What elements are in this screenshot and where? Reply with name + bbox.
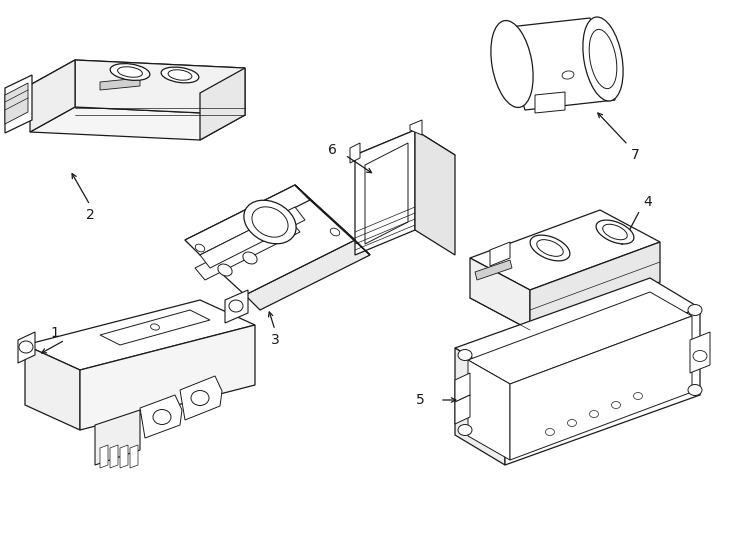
Polygon shape — [95, 410, 140, 465]
Polygon shape — [5, 75, 32, 133]
Ellipse shape — [693, 350, 707, 361]
Polygon shape — [30, 60, 245, 93]
Ellipse shape — [596, 220, 634, 244]
Polygon shape — [500, 18, 615, 110]
Polygon shape — [120, 445, 128, 468]
Text: 4: 4 — [644, 195, 653, 209]
Text: 6: 6 — [327, 143, 336, 157]
Polygon shape — [470, 210, 660, 290]
Ellipse shape — [330, 228, 340, 236]
Text: 5: 5 — [416, 393, 425, 407]
Ellipse shape — [150, 324, 159, 330]
Polygon shape — [5, 83, 28, 124]
Polygon shape — [140, 395, 182, 438]
Ellipse shape — [688, 384, 702, 395]
Polygon shape — [475, 260, 512, 280]
Ellipse shape — [218, 264, 232, 276]
Polygon shape — [18, 332, 35, 363]
Ellipse shape — [491, 21, 533, 107]
Polygon shape — [80, 325, 255, 430]
Polygon shape — [25, 300, 255, 370]
Text: 7: 7 — [631, 148, 639, 162]
Polygon shape — [110, 445, 118, 468]
Ellipse shape — [589, 29, 617, 89]
Polygon shape — [505, 308, 700, 465]
Text: 3: 3 — [271, 333, 280, 347]
Ellipse shape — [611, 402, 620, 408]
Ellipse shape — [688, 305, 702, 315]
Ellipse shape — [562, 71, 574, 79]
Polygon shape — [350, 143, 360, 163]
Polygon shape — [30, 60, 75, 132]
Ellipse shape — [243, 252, 257, 264]
Ellipse shape — [168, 70, 192, 80]
Polygon shape — [30, 107, 245, 140]
Ellipse shape — [458, 349, 472, 361]
Polygon shape — [195, 220, 300, 280]
Ellipse shape — [153, 409, 171, 424]
Polygon shape — [470, 258, 530, 330]
Ellipse shape — [229, 300, 243, 312]
Polygon shape — [455, 373, 470, 402]
Polygon shape — [455, 395, 470, 424]
Polygon shape — [355, 130, 415, 255]
Ellipse shape — [117, 67, 142, 77]
Polygon shape — [415, 130, 455, 255]
Ellipse shape — [537, 240, 563, 256]
Ellipse shape — [252, 207, 288, 237]
Ellipse shape — [244, 200, 296, 244]
Polygon shape — [468, 360, 510, 460]
Polygon shape — [490, 242, 510, 266]
Ellipse shape — [191, 390, 209, 406]
Polygon shape — [185, 185, 355, 295]
Ellipse shape — [633, 393, 642, 400]
Text: 1: 1 — [51, 326, 59, 340]
Ellipse shape — [530, 235, 570, 261]
Polygon shape — [295, 185, 370, 255]
Polygon shape — [100, 445, 108, 468]
Ellipse shape — [603, 224, 628, 240]
Polygon shape — [245, 240, 370, 310]
Polygon shape — [510, 316, 692, 460]
Ellipse shape — [19, 341, 33, 353]
Ellipse shape — [110, 64, 150, 80]
Polygon shape — [75, 60, 245, 115]
Polygon shape — [130, 445, 138, 468]
Polygon shape — [455, 278, 700, 378]
Ellipse shape — [583, 17, 623, 101]
Polygon shape — [410, 120, 422, 135]
Polygon shape — [185, 185, 310, 255]
Polygon shape — [225, 290, 248, 323]
Ellipse shape — [567, 420, 576, 427]
Polygon shape — [200, 207, 305, 268]
Ellipse shape — [161, 67, 199, 83]
Polygon shape — [100, 78, 140, 90]
Polygon shape — [690, 332, 710, 373]
Polygon shape — [468, 292, 692, 384]
Text: 2: 2 — [86, 208, 95, 222]
Ellipse shape — [458, 424, 472, 435]
Polygon shape — [365, 143, 408, 244]
Ellipse shape — [195, 244, 205, 252]
Polygon shape — [530, 242, 660, 330]
Polygon shape — [180, 376, 222, 420]
Ellipse shape — [545, 429, 554, 435]
Ellipse shape — [589, 410, 598, 417]
Polygon shape — [200, 68, 245, 140]
Polygon shape — [355, 130, 455, 180]
Polygon shape — [455, 348, 505, 465]
Polygon shape — [25, 345, 80, 430]
Polygon shape — [100, 310, 210, 345]
Polygon shape — [535, 92, 565, 113]
